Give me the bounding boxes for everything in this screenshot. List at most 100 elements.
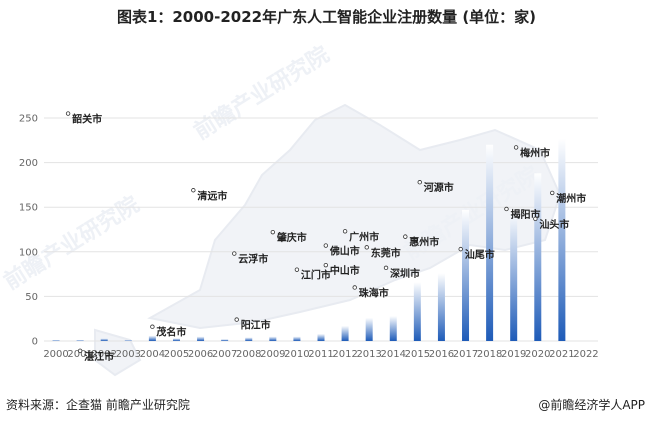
city-dot xyxy=(403,234,408,239)
city-dot xyxy=(65,111,71,116)
x-tick-label: 2009 xyxy=(260,349,285,360)
city-dot xyxy=(383,265,389,271)
city-label: 珠海市 xyxy=(359,286,389,299)
bar xyxy=(221,339,229,341)
city-dot xyxy=(234,317,239,322)
y-tick-label: 150 xyxy=(19,203,38,214)
x-tick-label: 2014 xyxy=(381,349,406,360)
axes: 0501001502002502000200120022003200420052… xyxy=(19,114,599,361)
bar xyxy=(172,338,180,341)
city-dot xyxy=(191,188,196,193)
y-tick-label: 250 xyxy=(19,114,38,125)
city-label: 肇庆市 xyxy=(276,231,307,244)
city-label: 茂名市 xyxy=(156,326,186,339)
city-dot xyxy=(513,145,519,150)
y-tick-label: 50 xyxy=(25,292,38,303)
x-tick-label: 2013 xyxy=(356,349,381,360)
x-tick-label: 2007 xyxy=(212,349,237,360)
y-tick-label: 0 xyxy=(32,337,38,348)
city-label: 清远市 xyxy=(197,189,227,202)
gridlines xyxy=(44,117,598,342)
y-tick-label: 200 xyxy=(19,158,38,169)
chart-title: 图表1：2000-2022年广东人工智能企业注册数量 (单位：家) xyxy=(116,8,537,26)
city-label: 韶关市 xyxy=(72,113,102,126)
city-dot xyxy=(504,206,509,212)
city-label: 广州市 xyxy=(349,230,379,243)
x-tick-label: 2002 xyxy=(91,349,116,360)
city-dot xyxy=(323,262,329,268)
bar xyxy=(365,317,373,341)
bar xyxy=(52,340,60,341)
city-dot xyxy=(533,216,538,221)
bar xyxy=(534,173,542,341)
city-label: 中山市 xyxy=(330,264,360,277)
city-dot xyxy=(352,285,357,290)
bar xyxy=(486,144,494,341)
city-dot xyxy=(458,246,463,252)
x-tick-label: 2000 xyxy=(43,349,68,360)
x-tick-label: 2021 xyxy=(549,349,574,360)
x-tick-label: 2019 xyxy=(501,349,526,360)
city-dot xyxy=(550,190,555,196)
x-tick-label: 2022 xyxy=(573,349,598,360)
y-tick-label: 100 xyxy=(19,247,38,258)
city-label: 潮州市 xyxy=(556,192,586,205)
source-note: 资料来源：企查猫 前瞻产业研究院 xyxy=(6,398,190,412)
bar xyxy=(148,335,156,341)
city-dot xyxy=(342,229,348,234)
city-label: 阳江市 xyxy=(241,319,271,332)
city-label: 深圳市 xyxy=(390,267,420,280)
x-tick-label: 2003 xyxy=(116,349,141,360)
x-tick-label: 2011 xyxy=(308,349,333,360)
city-label: 江门市 xyxy=(301,269,331,282)
x-tick-label: 2006 xyxy=(188,349,213,360)
city-label: 佛山市 xyxy=(329,245,360,258)
x-tick-label: 2010 xyxy=(284,349,309,360)
city-dot xyxy=(77,348,83,354)
city-label: 汕尾市 xyxy=(465,248,495,261)
city-dot xyxy=(270,229,276,235)
bar xyxy=(293,336,301,341)
brand-credit: @前瞻经济学人APP xyxy=(538,398,645,412)
city-label: 梅州市 xyxy=(520,146,550,159)
bar xyxy=(389,316,397,341)
city-label: 河源市 xyxy=(424,181,454,194)
city-dot xyxy=(323,243,329,248)
x-tick-label: 2020 xyxy=(525,349,550,360)
bar xyxy=(462,209,470,341)
city-dot xyxy=(364,245,369,250)
city-label: 揭阳市 xyxy=(510,208,540,221)
x-tick-label: 2018 xyxy=(477,349,502,360)
x-tick-label: 2001 xyxy=(67,349,92,360)
x-tick-label: 2016 xyxy=(429,349,454,360)
bar xyxy=(100,338,108,341)
x-tick-label: 2017 xyxy=(453,349,478,360)
city-label: 云浮市 xyxy=(238,253,268,266)
bar xyxy=(76,340,84,341)
city-dot xyxy=(294,267,300,272)
bar xyxy=(124,340,132,341)
x-tick-label: 2005 xyxy=(164,349,189,360)
bar xyxy=(437,273,445,341)
city-dot xyxy=(232,251,237,256)
x-tick-label: 2012 xyxy=(332,349,357,360)
bars xyxy=(52,138,566,341)
bar xyxy=(245,337,253,341)
bar xyxy=(317,333,325,341)
bar xyxy=(510,209,518,341)
city-dot xyxy=(417,180,422,185)
x-tick-label: 2015 xyxy=(405,349,430,360)
bar xyxy=(269,336,277,341)
bar xyxy=(197,336,205,341)
city-label: 惠州市 xyxy=(409,236,439,249)
bar xyxy=(558,138,566,341)
city-dot xyxy=(150,324,155,329)
x-tick-label: 2004 xyxy=(140,349,165,360)
bar xyxy=(341,325,349,341)
city-label: 汕头市 xyxy=(539,218,569,231)
city-label: 湛江市 xyxy=(84,350,114,363)
city-label: 东莞市 xyxy=(371,246,401,259)
bar xyxy=(413,282,421,341)
